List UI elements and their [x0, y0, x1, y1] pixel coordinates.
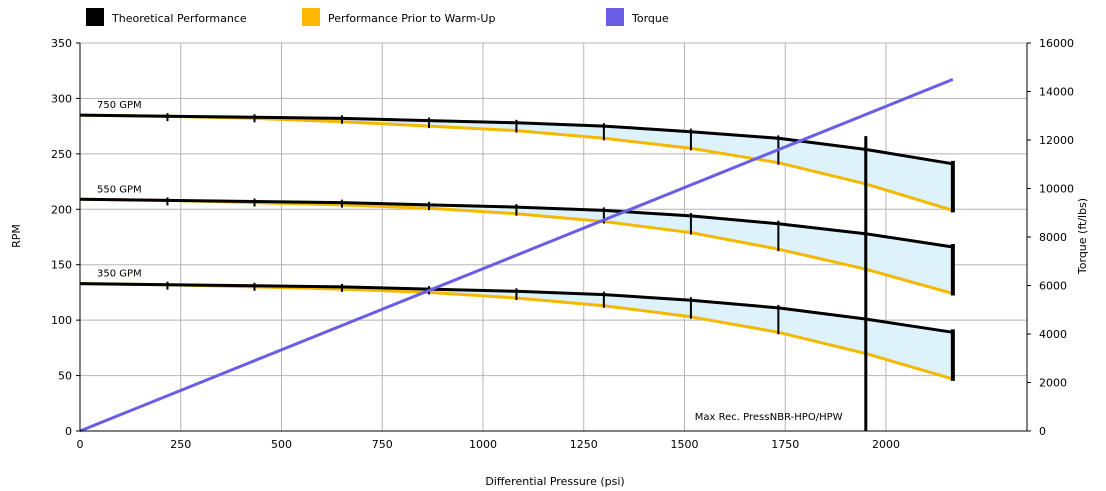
max-pressure-sublabel: NBR-HPO/HPW	[770, 412, 843, 423]
flow-label-1: 550 GPM	[97, 184, 142, 195]
flow-label-2: 350 GPM	[97, 269, 142, 280]
x-tick-label-3: 750	[372, 438, 393, 451]
x-tick-label-8: 2000	[872, 438, 900, 451]
max-pressure-label: Max Rec. Press:	[695, 412, 773, 423]
legend-swatch-torque	[606, 8, 624, 26]
x-tick-label-4: 1000	[469, 438, 497, 451]
y-axis-title: RPM	[10, 224, 23, 248]
y2-tick-label-1: 2000	[1039, 377, 1067, 390]
y2-tick-label-7: 14000	[1039, 86, 1074, 99]
y-tick-label-6: 300	[51, 92, 72, 105]
y2-tick-label-8: 16000	[1039, 37, 1074, 50]
y2-tick-label-2: 4000	[1039, 328, 1067, 341]
y2-tick-label-0: 0	[1039, 425, 1046, 438]
y2-axis-title: Torque (ft/lbs)	[1076, 198, 1089, 275]
y-tick-label-2: 100	[51, 314, 72, 327]
flow-label-0: 750 GPM	[97, 100, 142, 111]
torque-line	[79, 78, 954, 433]
y2-tick-label-5: 10000	[1039, 183, 1074, 196]
x-tick-label-6: 1500	[670, 438, 698, 451]
x-tick-label-2: 500	[271, 438, 292, 451]
y-tick-label-4: 200	[51, 203, 72, 216]
gap-fill-1	[80, 199, 953, 294]
legend-label-warmup: Performance Prior to Warm-Up	[328, 12, 495, 25]
x-tick-label-1: 250	[170, 438, 191, 451]
y2-tick-label-3: 6000	[1039, 280, 1067, 293]
y-tick-label-3: 150	[51, 259, 72, 272]
performance-gap-fills	[80, 115, 953, 379]
x-tick-label-0: 0	[77, 438, 84, 451]
y-tick-label-5: 250	[51, 148, 72, 161]
y-tick-label-1: 50	[58, 370, 72, 383]
y-tick-label-7: 350	[51, 37, 72, 50]
legend: Theoretical Performance Performance Prio…	[86, 8, 669, 26]
torque-series	[79, 78, 954, 433]
legend-swatch-warmup	[302, 8, 320, 26]
gap-fill-0	[80, 115, 953, 211]
x-tick-label-5: 1250	[570, 438, 598, 451]
legend-label-theoretical: Theoretical Performance	[111, 12, 247, 25]
axes: 0 250 500 750 1000 1250 1500 1750 20000501001502…	[51, 37, 1074, 451]
max-pressure-marker: Max Rec. Press:NBR-HPO/HPW	[695, 136, 868, 431]
y2-tick-label-4: 8000	[1039, 231, 1067, 244]
legend-label-torque: Torque	[631, 12, 669, 25]
x-axis-title: Differential Pressure (psi)	[485, 475, 624, 488]
legend-swatch-theoretical	[86, 8, 104, 26]
x-tick-label-7: 1750	[771, 438, 799, 451]
gap-fill-2	[80, 283, 953, 379]
y2-tick-label-6: 12000	[1039, 134, 1074, 147]
y-tick-label-0: 0	[65, 425, 72, 438]
